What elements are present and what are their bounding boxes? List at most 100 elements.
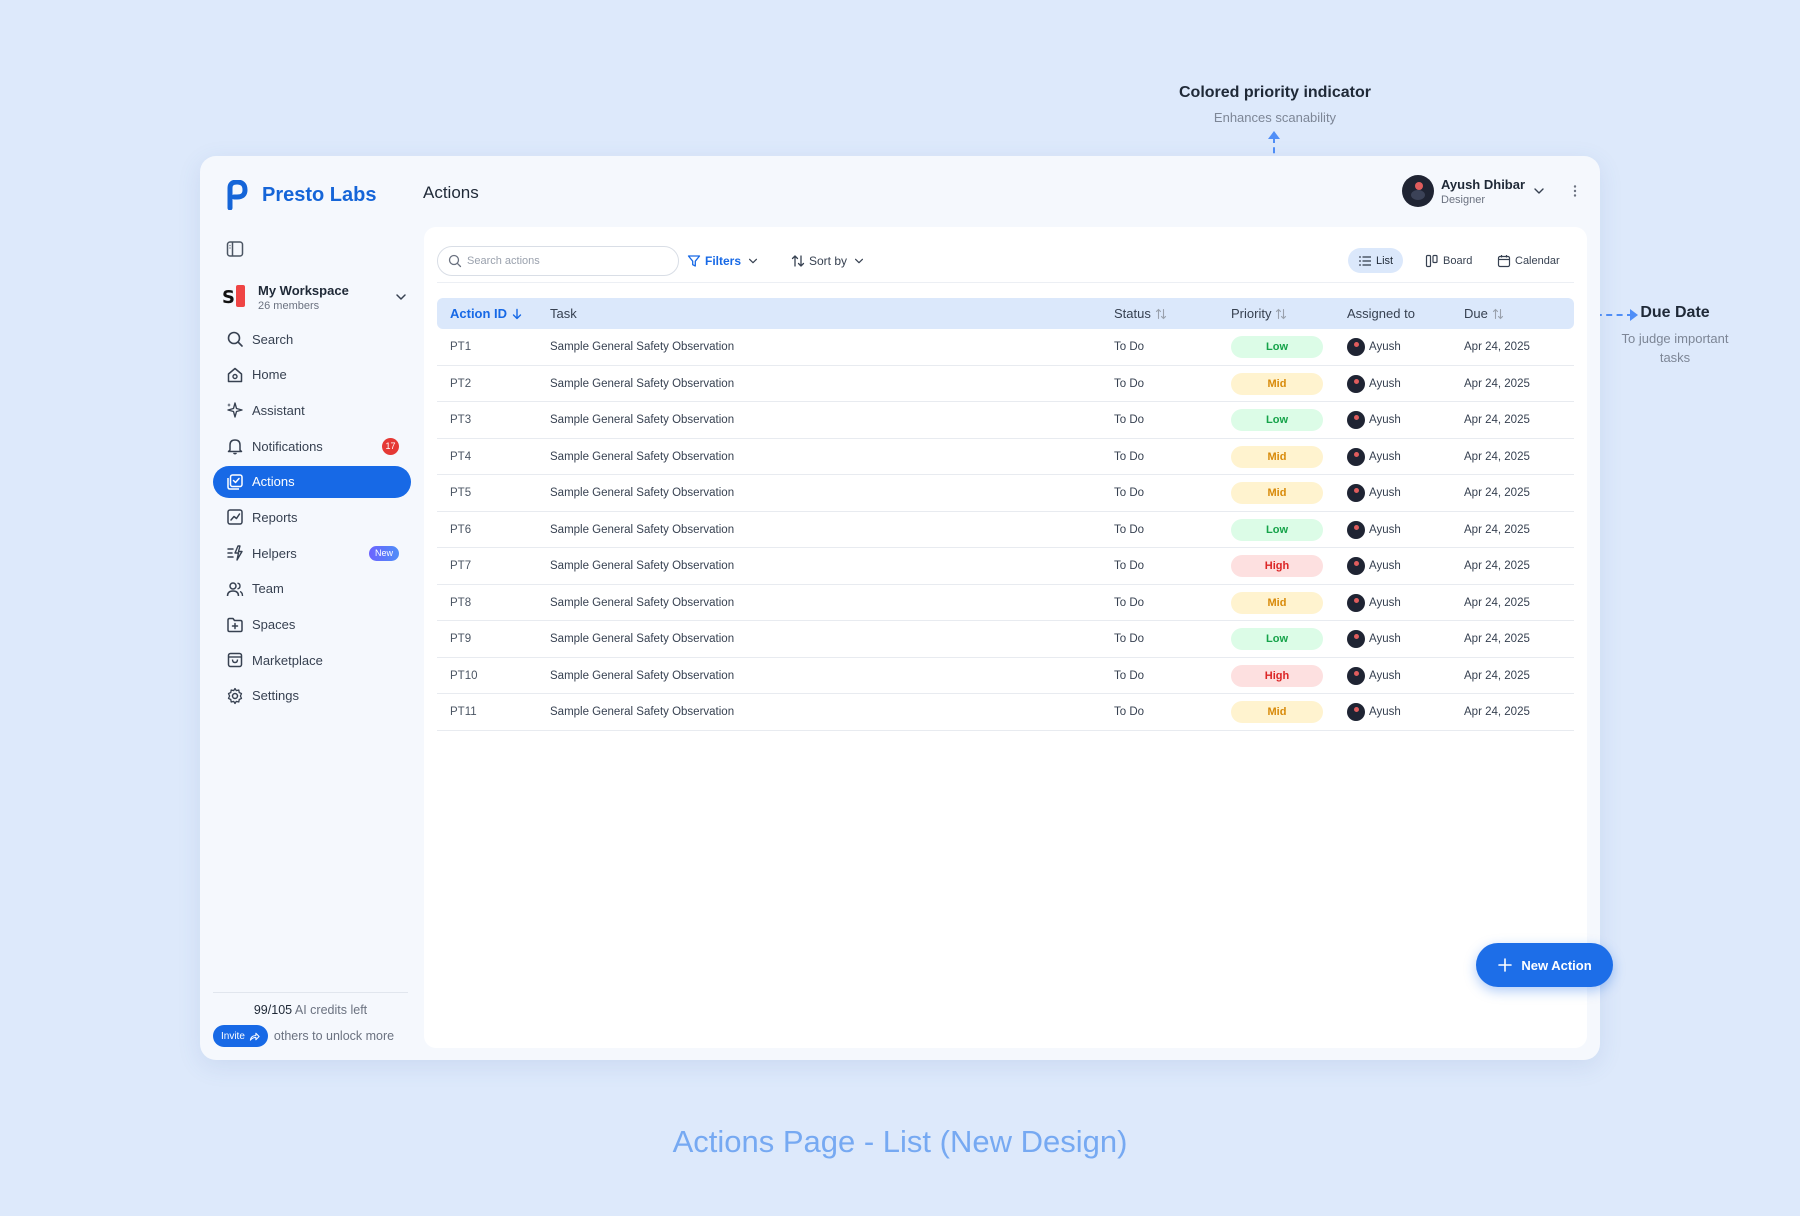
cell-status: To Do bbox=[1114, 377, 1145, 390]
cell-due: Apr 24, 2025 bbox=[1464, 414, 1530, 426]
table-row[interactable]: PT7 Sample General Safety Observation To D… bbox=[437, 548, 1574, 585]
avatar bbox=[1347, 703, 1365, 721]
cell-action-id[interactable]: PT7 bbox=[450, 560, 472, 572]
view-calendar-button[interactable]: Calendar bbox=[1487, 248, 1570, 273]
column-header-priority[interactable]: Priority bbox=[1231, 298, 1287, 329]
cell-task[interactable]: Sample General Safety Observation bbox=[550, 560, 735, 572]
search-box[interactable] bbox=[437, 246, 679, 276]
table-row[interactable]: PT1 Sample General Safety Observation To D… bbox=[437, 329, 1574, 366]
sidebar-item-settings[interactable]: Settings bbox=[213, 680, 411, 712]
sidebar-item-label: Home bbox=[252, 367, 287, 383]
cell-due: Apr 24, 2025 bbox=[1464, 377, 1530, 390]
filter-icon bbox=[687, 255, 701, 267]
cell-priority: Mid bbox=[1231, 366, 1323, 402]
sidebar-item-label: Actions bbox=[252, 474, 295, 490]
sidebar-item-label: Assistant bbox=[252, 402, 305, 418]
table-row[interactable]: PT11 Sample General Safety Observation To … bbox=[437, 694, 1574, 731]
chart-icon bbox=[227, 509, 243, 526]
search-input[interactable] bbox=[467, 255, 667, 267]
cell-action-id[interactable]: PT2 bbox=[450, 377, 472, 390]
cell-task[interactable]: Sample General Safety Observation bbox=[550, 487, 735, 499]
cell-task[interactable]: Sample General Safety Observation bbox=[550, 341, 735, 353]
cell-action-id[interactable]: PT6 bbox=[450, 523, 472, 536]
sidebar-item-search[interactable]: Search bbox=[213, 323, 411, 355]
cell-task[interactable]: Sample General Safety Observation bbox=[550, 450, 735, 463]
presto-logo-icon bbox=[227, 180, 248, 210]
cell-assignee: Ayush bbox=[1347, 548, 1401, 584]
brand[interactable]: Presto Labs bbox=[226, 180, 376, 210]
column-header-assigned-to[interactable]: Assigned to bbox=[1347, 298, 1415, 329]
cell-due: Apr 24, 2025 bbox=[1464, 450, 1530, 463]
sidebar-item-notifications[interactable]: Notifications 17 bbox=[213, 430, 411, 462]
board-icon bbox=[1425, 254, 1438, 267]
column-header-label: Assigned to bbox=[1347, 306, 1415, 321]
assignee-name: Ayush bbox=[1369, 669, 1401, 682]
cell-assignee: Ayush bbox=[1347, 402, 1401, 438]
notification-count-badge: 17 bbox=[382, 438, 399, 456]
sidebar-item-team[interactable]: Team bbox=[213, 573, 411, 605]
cell-priority: Mid bbox=[1231, 585, 1323, 621]
table-row[interactable]: PT10 Sample General Safety Observation To … bbox=[437, 658, 1574, 694]
table-row[interactable]: PT3 Sample General Safety Observation To D… bbox=[437, 402, 1574, 439]
cell-action-id[interactable]: PT3 bbox=[450, 414, 472, 426]
cell-action-id[interactable]: PT10 bbox=[450, 669, 478, 682]
sidebar-item-reports[interactable]: Reports bbox=[213, 501, 411, 533]
assignee-name: Ayush bbox=[1369, 414, 1401, 426]
column-header-status[interactable]: Status bbox=[1114, 298, 1167, 329]
view-list-button[interactable]: List bbox=[1348, 248, 1404, 273]
chevron-down-icon bbox=[1534, 188, 1544, 194]
view-board-button[interactable]: Board bbox=[1415, 248, 1482, 273]
cell-task[interactable]: Sample General Safety Observation bbox=[550, 414, 735, 426]
column-header-action-id[interactable]: Action ID bbox=[450, 298, 523, 329]
cell-priority: High bbox=[1231, 658, 1323, 694]
cell-due: Apr 24, 2025 bbox=[1464, 560, 1530, 572]
cell-action-id[interactable]: PT5 bbox=[450, 487, 472, 499]
cell-task[interactable]: Sample General Safety Observation bbox=[550, 669, 735, 682]
sidebar-item-assistant[interactable]: Assistant bbox=[213, 394, 411, 426]
sidebar-item-spaces[interactable]: Spaces bbox=[213, 609, 411, 641]
user-role: Designer bbox=[1441, 193, 1486, 206]
sidebar-item-marketplace[interactable]: Marketplace bbox=[213, 644, 411, 676]
cell-action-id[interactable]: PT1 bbox=[450, 341, 472, 353]
sidebar-item-helpers[interactable]: Helpers New bbox=[213, 537, 411, 569]
cell-priority: Mid bbox=[1231, 475, 1323, 511]
cell-assignee: Ayush bbox=[1347, 658, 1401, 694]
workspace-switcher[interactable]: S My Workspace 26 members bbox=[222, 279, 408, 315]
sidebar-item-home[interactable]: Home bbox=[213, 359, 411, 391]
chevron-down-icon bbox=[748, 258, 758, 264]
cell-task[interactable]: Sample General Safety Observation bbox=[550, 377, 735, 390]
cell-action-id[interactable]: PT4 bbox=[450, 450, 472, 463]
cell-task[interactable]: Sample General Safety Observation bbox=[550, 633, 735, 645]
cell-due: Apr 24, 2025 bbox=[1464, 633, 1530, 645]
filters-button[interactable]: Filters bbox=[687, 246, 759, 276]
sidebar-toggle-icon[interactable] bbox=[226, 240, 244, 258]
helpers-icon bbox=[227, 545, 243, 561]
new-action-button[interactable]: New Action bbox=[1476, 943, 1613, 987]
cell-action-id[interactable]: PT9 bbox=[450, 633, 472, 645]
sidebar-item-actions[interactable]: Actions bbox=[213, 465, 411, 498]
sidebar-item-label: Spaces bbox=[252, 617, 296, 632]
invite-button[interactable]: Invite bbox=[213, 1025, 268, 1047]
cell-task[interactable]: Sample General Safety Observation bbox=[550, 596, 735, 609]
cell-priority: Low bbox=[1231, 621, 1323, 657]
table-row[interactable]: PT6 Sample General Safety Observation To D… bbox=[437, 512, 1574, 548]
invite-hint: others to unlock more bbox=[273, 1029, 395, 1043]
annotation-arrow-right bbox=[1630, 309, 1638, 321]
cell-task[interactable]: Sample General Safety Observation bbox=[550, 706, 735, 718]
column-header-due[interactable]: Due bbox=[1464, 298, 1504, 329]
table-row[interactable]: PT4 Sample General Safety Observation To D… bbox=[437, 439, 1574, 475]
table-row[interactable]: PT5 Sample General Safety Observation To D… bbox=[437, 475, 1574, 512]
cell-task[interactable]: Sample General Safety Observation bbox=[550, 523, 735, 536]
table-row[interactable]: PT2 Sample General Safety Observation To D… bbox=[437, 366, 1574, 402]
user-menu[interactable]: Ayush Dhibar Designer bbox=[1402, 175, 1545, 207]
table-row[interactable]: PT8 Sample General Safety Observation To D… bbox=[437, 585, 1574, 621]
more-options-icon[interactable] bbox=[1568, 184, 1582, 198]
column-header-task[interactable]: Task bbox=[550, 298, 577, 329]
priority-badge: Low bbox=[1231, 518, 1323, 541]
chevron-down-icon bbox=[854, 258, 864, 264]
folder-plus-icon bbox=[227, 617, 243, 632]
table-row[interactable]: PT9 Sample General Safety Observation To D… bbox=[437, 621, 1574, 658]
sort-button[interactable]: Sort by bbox=[791, 246, 865, 276]
cell-action-id[interactable]: PT8 bbox=[450, 596, 472, 609]
cell-action-id[interactable]: PT11 bbox=[450, 706, 477, 718]
